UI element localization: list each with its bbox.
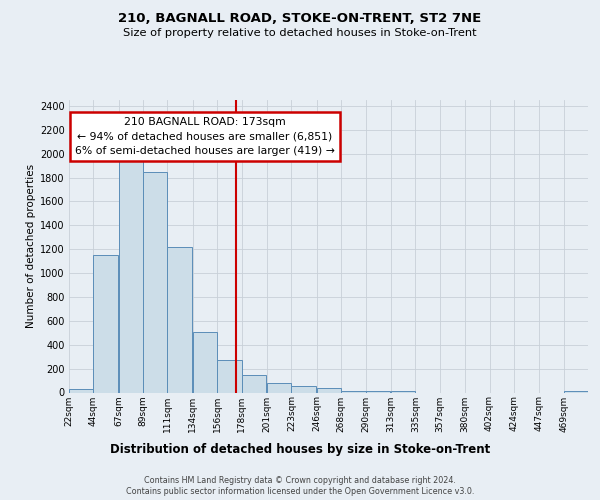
Bar [292,386,316,392]
Bar [317,388,341,392]
Text: Contains public sector information licensed under the Open Government Licence v3: Contains public sector information licen… [126,488,474,496]
Bar [242,374,266,392]
Bar [119,160,143,392]
Text: Contains HM Land Registry data © Crown copyright and database right 2024.: Contains HM Land Registry data © Crown c… [144,476,456,485]
Bar [193,332,217,392]
Bar [267,383,292,392]
Text: 210, BAGNALL ROAD, STOKE-ON-TRENT, ST2 7NE: 210, BAGNALL ROAD, STOKE-ON-TRENT, ST2 7… [118,12,482,26]
Y-axis label: Number of detached properties: Number of detached properties [26,164,36,328]
Bar [217,360,242,392]
Bar [69,389,94,392]
Bar [341,390,365,392]
Bar [94,255,118,392]
Text: Distribution of detached houses by size in Stoke-on-Trent: Distribution of detached houses by size … [110,442,490,456]
Text: Size of property relative to detached houses in Stoke-on-Trent: Size of property relative to detached ho… [123,28,477,38]
Bar [167,247,192,392]
Text: 210 BAGNALL ROAD: 173sqm
← 94% of detached houses are smaller (6,851)
6% of semi: 210 BAGNALL ROAD: 173sqm ← 94% of detach… [75,116,335,156]
Bar [143,172,167,392]
